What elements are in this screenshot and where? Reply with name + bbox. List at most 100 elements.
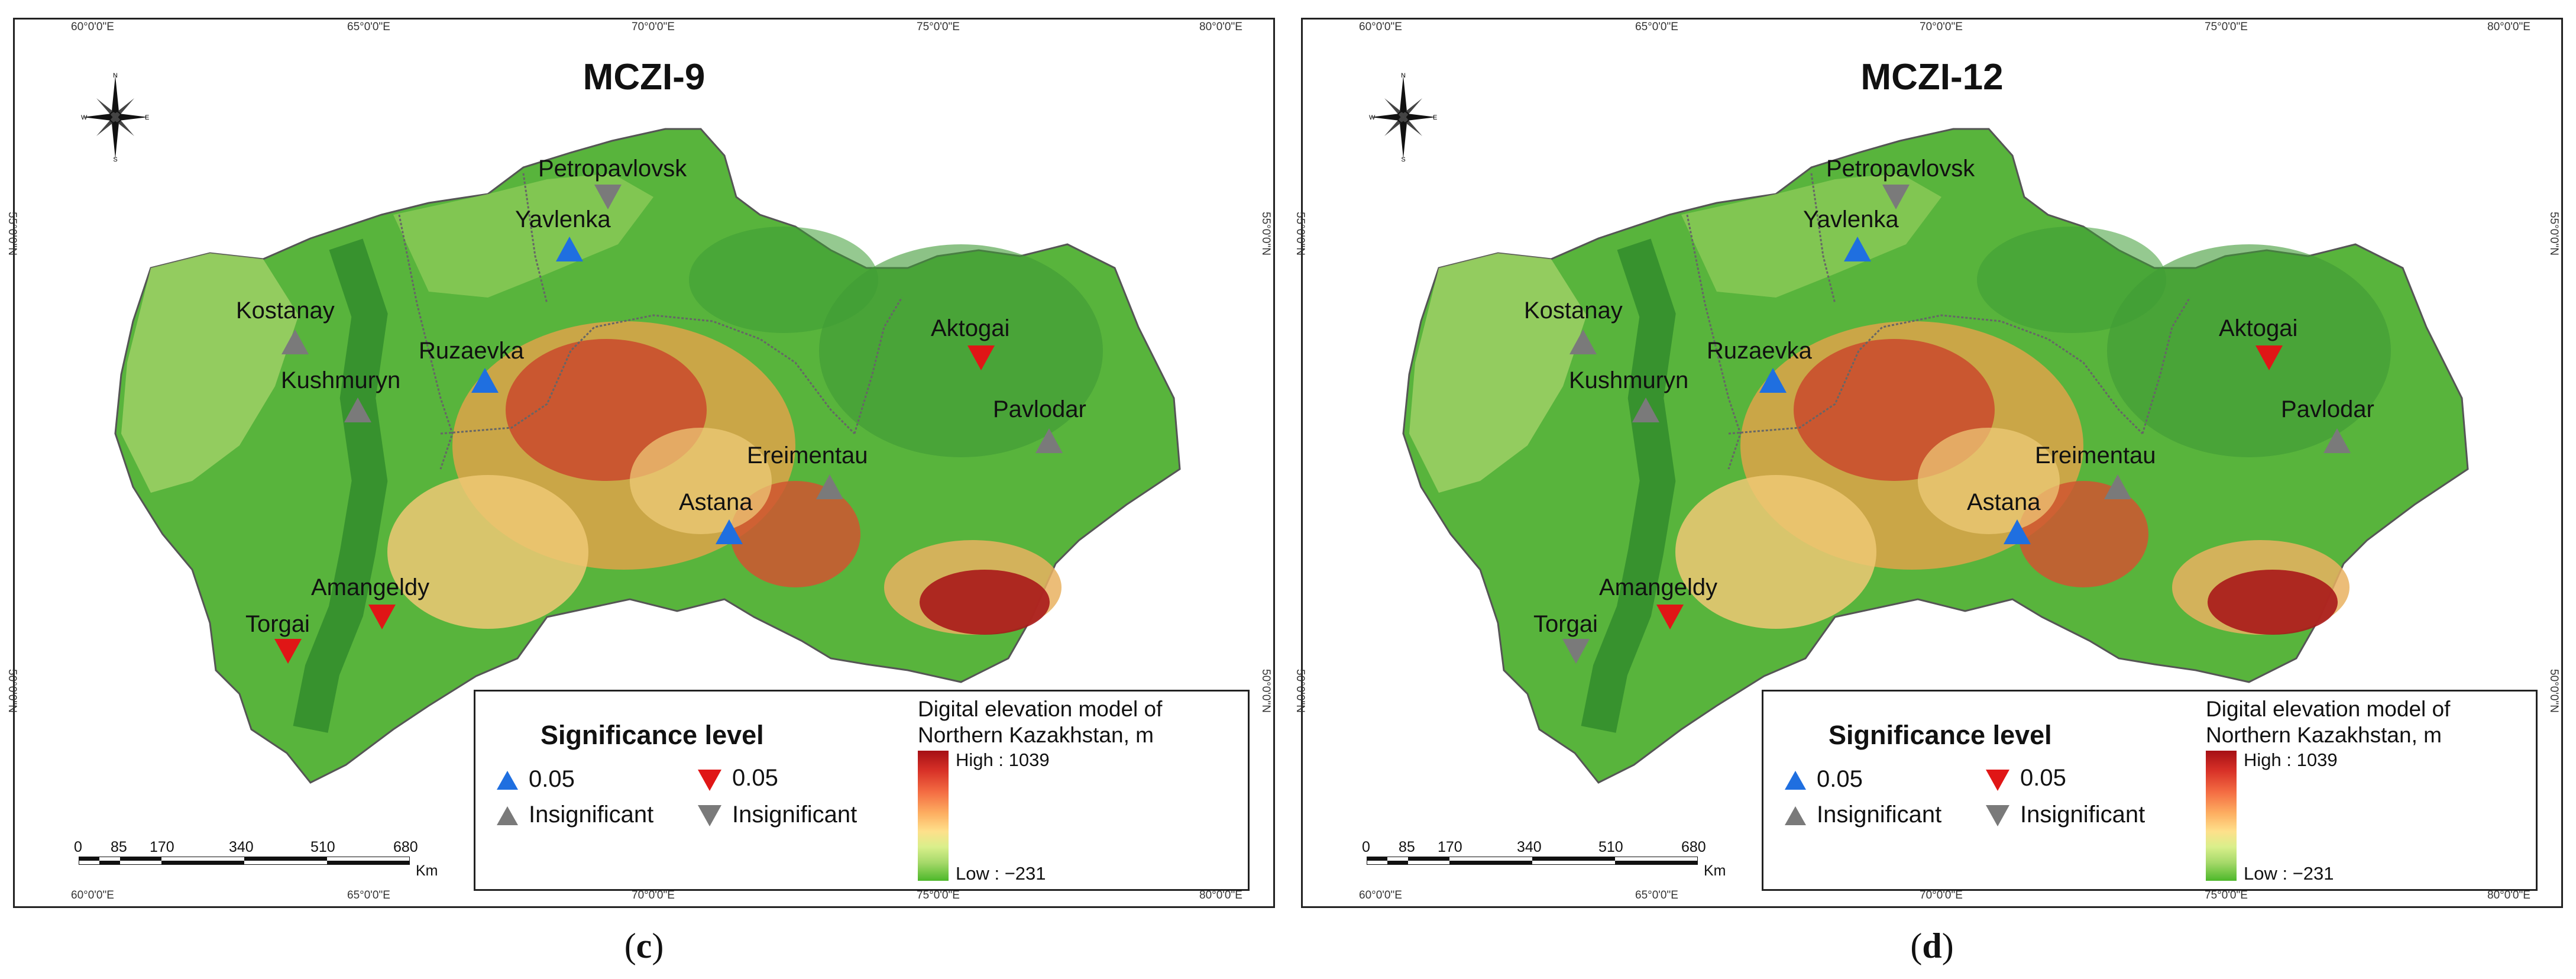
- lon-tick-bottom: 80°0'0"E: [2487, 889, 2530, 902]
- caption-open-paren: (: [1910, 926, 1923, 965]
- triangle-up-gray-icon: [1632, 398, 1659, 422]
- station-label: Pavlodar: [993, 396, 1086, 422]
- lat-tick-right: 55°0'0"N: [2548, 212, 2560, 256]
- lon-tick-top: 60°0'0"E: [71, 21, 114, 33]
- highland-zone: [630, 428, 772, 534]
- scale-tick: 680: [393, 839, 418, 855]
- scale-bar-graphic: [1367, 857, 1698, 865]
- triangle-up-gray-icon: [281, 329, 309, 354]
- station-marker: Ruzaevka: [1707, 338, 1812, 397]
- river-valley: [1581, 238, 1676, 733]
- dem-title-line1: Digital elevation model of: [2206, 697, 2451, 721]
- station-label: Kostanay: [236, 298, 335, 324]
- station-label: Aktogai: [2219, 315, 2298, 341]
- triangle-up-blue-icon: [1785, 771, 1806, 790]
- highland-zone: [2018, 481, 2148, 587]
- station-marker: Torgai: [245, 611, 310, 668]
- triangle-down-gray-icon: [698, 805, 721, 826]
- admin-border: [440, 314, 856, 435]
- lon-tick-bottom: 75°0'0"E: [917, 889, 960, 902]
- lon-tick-top: 75°0'0"E: [917, 21, 960, 33]
- legend: Significance level 0.05 Insignificant 0.…: [1762, 690, 2538, 891]
- legend-up-value: 0.05: [1817, 766, 1863, 792]
- admin-border: [522, 173, 548, 304]
- triangle-up-gray-icon: [2323, 428, 2351, 453]
- compass-s-label: S: [113, 156, 117, 161]
- highland-zone: [730, 481, 860, 587]
- lon-tick-bottom: 75°0'0"E: [2205, 889, 2248, 902]
- lowland-zone: [2107, 244, 2391, 457]
- triangle-up-gray-icon: [1785, 806, 1806, 825]
- triangle-up-blue-icon: [471, 368, 499, 393]
- scale-tick: 170: [1438, 839, 1462, 855]
- lat-tick-left: 55°0'0"N: [1294, 212, 1306, 256]
- admin-border: [1728, 314, 2144, 435]
- station-label: Kostanay: [1524, 298, 1623, 324]
- triangle-up-gray-icon: [344, 398, 371, 422]
- scale-bar: 0 85 170 340 510 680 Km: [74, 839, 441, 879]
- lowland-zone: [1977, 227, 2166, 333]
- lowland-zone: [1409, 253, 1587, 493]
- highland-zone: [387, 475, 588, 629]
- lon-tick-top: 60°0'0"E: [1359, 21, 1402, 33]
- triangle-down-red-icon: [368, 605, 396, 629]
- dem-title-line1: Digital elevation model of: [918, 697, 1163, 721]
- compass-w-label: W: [1369, 114, 1376, 121]
- map-frame: N S W E MCZI-12 60°0'0"E 65°0'0"E 70°0'0…: [1294, 18, 2563, 908]
- admin-border: [1810, 173, 1836, 304]
- station-marker: Astana: [679, 489, 753, 548]
- highland-zone: [1675, 475, 1876, 629]
- station-label: Ereimentau: [747, 442, 868, 469]
- station-label: Torgai: [245, 611, 310, 637]
- triangle-down-gray-icon: [1562, 639, 1590, 664]
- compass-icon: N S W E: [1369, 73, 1437, 161]
- triangle-up-gray-icon: [2104, 474, 2131, 499]
- lowland-zone: [393, 173, 653, 298]
- station-marker: Pavlodar: [993, 396, 1086, 457]
- lat-tick-right: 50°0'0"N: [1260, 669, 1272, 713]
- triangle-down-red-icon: [1656, 605, 1684, 629]
- scale-tick: 85: [111, 839, 127, 855]
- lon-tick-bottom: 65°0'0"E: [1635, 889, 1678, 902]
- triangle-up-blue-icon: [497, 771, 518, 790]
- station-marker: Pavlodar: [2281, 396, 2374, 457]
- panel-caption: (d): [1288, 926, 2576, 967]
- lon-tick-bottom: 60°0'0"E: [1359, 889, 1402, 902]
- caption-close-paren: ): [1941, 926, 1954, 965]
- scale-tick: 0: [74, 839, 82, 855]
- panel-d: N S W E MCZI-12 60°0'0"E 65°0'0"E 70°0'0…: [1288, 0, 2576, 979]
- lon-tick-top: 75°0'0"E: [2205, 21, 2248, 33]
- station-label: Astana: [1967, 489, 2041, 515]
- compass-s-label: S: [1401, 156, 1405, 161]
- lon-tick-top: 80°0'0"E: [2487, 21, 2530, 33]
- legend-insig-up-label: Insignificant: [1817, 802, 1942, 828]
- station-label: Kushmuryn: [281, 367, 401, 393]
- station-marker: Ereimentau: [2035, 442, 2156, 503]
- legend-down-value: 0.05: [2020, 765, 2066, 791]
- station-label: Amangeldy: [1599, 574, 1718, 600]
- lat-tick-left: 55°0'0"N: [6, 212, 18, 256]
- scale-tick: 510: [310, 839, 335, 855]
- dem-title-line2: Northern Kazakhstan, m: [2206, 723, 2442, 747]
- station-label: Astana: [679, 489, 753, 515]
- scale-tick: 340: [229, 839, 254, 855]
- scale-tick: 340: [1517, 839, 1542, 855]
- triangle-down-red-icon: [274, 639, 302, 664]
- lon-tick-bottom: 60°0'0"E: [71, 889, 114, 902]
- lon-tick-top: 70°0'0"E: [632, 21, 675, 33]
- station-marker: Kostanay: [236, 298, 335, 358]
- caption-letter: c: [636, 926, 652, 965]
- station-label: Kushmuryn: [1569, 367, 1689, 393]
- caption-open-paren: (: [624, 926, 636, 965]
- dem-legend-title: Digital elevation model of Northern Kaza…: [2206, 696, 2450, 748]
- lat-tick-right: 50°0'0"N: [2548, 669, 2560, 713]
- station-label: Ruzaevka: [1707, 338, 1812, 364]
- admin-border: [398, 214, 454, 470]
- triangle-down-red-icon: [2255, 345, 2283, 370]
- dem-title-line2: Northern Kazakhstan, m: [918, 723, 1154, 747]
- panel-c: N S W E MCZI-9 60°0'0"E 65°0'0"E 70°0'0"…: [6, 18, 1275, 965]
- station-label: Petropavlovsk: [538, 156, 687, 182]
- compass-n-label: N: [113, 73, 118, 79]
- scale-tick: 510: [1598, 839, 1623, 855]
- triangle-up-blue-icon: [1844, 237, 1871, 261]
